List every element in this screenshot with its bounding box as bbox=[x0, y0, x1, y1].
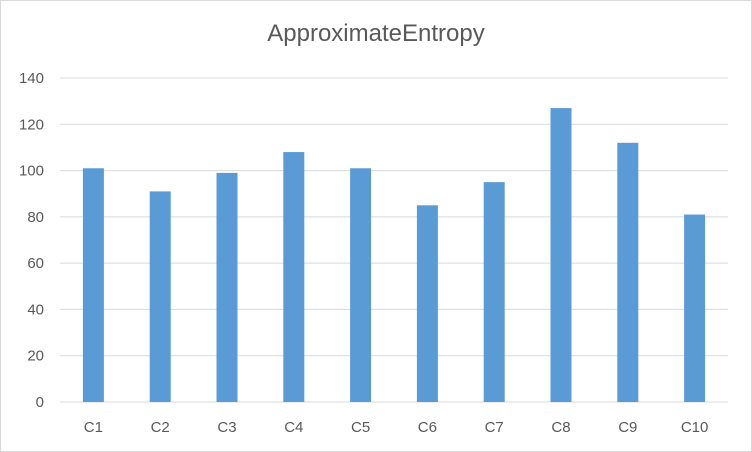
bar-c7 bbox=[483, 182, 505, 402]
y-tick-label: 60 bbox=[27, 255, 44, 272]
bar-c2 bbox=[149, 191, 171, 402]
bars bbox=[82, 108, 706, 403]
y-tick-label: 140 bbox=[19, 70, 44, 87]
bar-c5 bbox=[350, 168, 372, 402]
bar-c6 bbox=[416, 205, 438, 402]
y-tick-label: 80 bbox=[27, 209, 44, 226]
x-tick-label: C7 bbox=[485, 419, 504, 436]
x-tick-label: C3 bbox=[217, 419, 236, 436]
y-tick-label: 20 bbox=[27, 348, 44, 365]
x-tick-label: C5 bbox=[351, 419, 370, 436]
y-tick-label: 0 bbox=[36, 394, 44, 411]
bar-c8 bbox=[550, 108, 572, 402]
bar-c4 bbox=[283, 152, 305, 402]
y-axis-ticks: 0 20 40 60 80 100 120 140 bbox=[19, 70, 44, 411]
x-tick-label: C9 bbox=[618, 419, 637, 436]
x-tick-label: C10 bbox=[681, 419, 709, 436]
y-tick-label: 120 bbox=[19, 116, 44, 133]
x-axis-ticks: C1 C2 C3 C4 C5 C6 C7 C8 C9 C10 bbox=[84, 419, 709, 436]
x-tick-label: C8 bbox=[551, 419, 570, 436]
x-tick-label: C4 bbox=[284, 419, 303, 436]
y-tick-label: 40 bbox=[27, 301, 44, 318]
bar-c3 bbox=[216, 172, 238, 402]
y-tick-label: 100 bbox=[19, 163, 44, 180]
bar-c10 bbox=[684, 214, 706, 402]
gridlines bbox=[60, 77, 728, 403]
x-tick-label: C1 bbox=[84, 419, 103, 436]
x-tick-label: C2 bbox=[151, 419, 170, 436]
bar-c9 bbox=[617, 142, 639, 403]
chart-title: ApproximateEntropy bbox=[267, 20, 485, 47]
x-tick-label: C6 bbox=[418, 419, 437, 436]
bar-c1 bbox=[82, 168, 104, 402]
